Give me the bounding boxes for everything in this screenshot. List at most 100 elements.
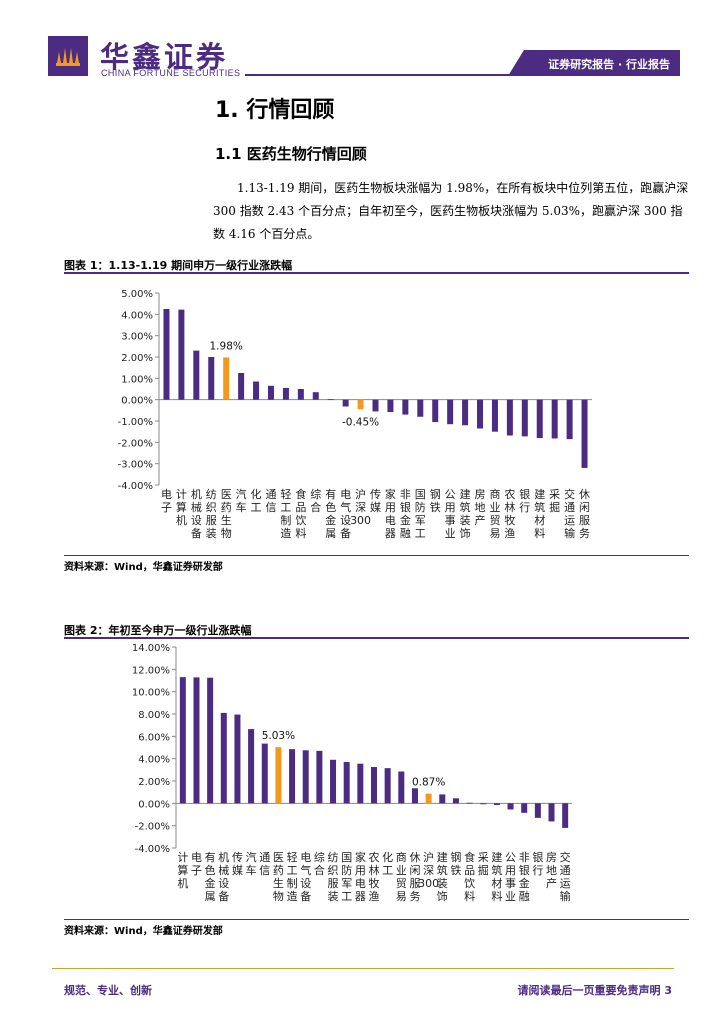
bar (493, 803, 500, 806)
bar (207, 677, 214, 804)
figure-1-top-rule (64, 272, 689, 274)
x-tick-label: 电气设备 (340, 488, 351, 540)
footer-slogan: 规范、专业、创新 (64, 984, 152, 997)
y-tick-label: 14.00% (132, 643, 170, 654)
y-tick-label: 3.00% (121, 332, 153, 343)
x-tick-label: 交通运输 (564, 487, 575, 540)
bar (566, 399, 573, 440)
bar (193, 350, 200, 400)
x-tick-label: 建筑材料 (534, 487, 545, 540)
x-tick-label: 计算机 (177, 851, 188, 890)
x-tick-label: 钢铁 (430, 488, 441, 514)
bar (357, 399, 364, 410)
figure-2-bottom-rule (64, 919, 689, 920)
y-tick-label: -3.00% (118, 460, 153, 471)
x-tick-label: 银行 (532, 850, 543, 877)
chart-2: 14.00% 12.00% 10.00% 8.00% 6.00% 4.00% 2.00% 0.… (132, 643, 572, 903)
brand-name-en: CHINA FORTUNE SECURITIES (101, 68, 241, 78)
bar (462, 399, 469, 426)
bar (534, 803, 541, 818)
report-type-label: 证券研究报告 · 行业报告 (548, 58, 670, 71)
x-tick-label: 建筑装饰 (460, 487, 471, 540)
bar (267, 385, 274, 400)
bar (521, 399, 528, 437)
y-tick-label: 6.00% (138, 732, 170, 743)
section-heading: 1. 行情回顾 (215, 98, 335, 123)
y-tick-label: -1.00% (118, 417, 153, 428)
y-tick-label: 2.00% (138, 777, 170, 788)
bar (253, 381, 260, 400)
y-tick-label: 1.00% (121, 374, 153, 385)
x-tick-label: 采掘 (478, 851, 489, 877)
bar (282, 387, 289, 400)
x-tick-label: 医药生物 (221, 488, 232, 540)
bar (425, 793, 432, 804)
x-tick-label: 采掘 (549, 488, 560, 514)
bar (238, 373, 245, 400)
bar (275, 747, 282, 804)
bar (411, 788, 418, 804)
figure-2-source: 资料来源：Wind，华鑫证券研发部 (64, 926, 223, 937)
bar (384, 768, 391, 804)
x-tick-label: 钢铁 (450, 851, 461, 877)
x-tick-label: 银行 (519, 487, 530, 514)
figure-1-source: 资料来源：Wind，华鑫证券研发部 (64, 562, 223, 573)
bar (477, 399, 484, 429)
y-tick-label: -2.00% (118, 438, 153, 449)
bar (179, 677, 186, 804)
y-tick-label: 4.00% (121, 310, 153, 321)
x-tick-label: 房地产 (546, 851, 557, 890)
bar (312, 392, 319, 400)
figure-1-title: 图表 1：1.13-1.19 期间申万一级行业涨跌幅 (64, 259, 293, 272)
subsection-heading: 1.1 医药生物行情回顾 (215, 145, 367, 163)
x-tick-label: 化工 (382, 850, 393, 877)
data-label: -0.45% (342, 416, 379, 428)
bar (234, 714, 241, 804)
y-tick-label: 0.00% (138, 799, 170, 810)
x-tick-label: 通信 (265, 488, 276, 514)
bar (387, 399, 394, 413)
bar (178, 309, 185, 400)
x-tick-label: 休闲服务 (409, 851, 420, 903)
bar (193, 677, 200, 804)
header-divider (245, 74, 675, 76)
y-tick-label: 12.00% (132, 665, 170, 676)
x-tick-label: 交通运输 (560, 850, 571, 903)
x-tick-label: 计算机 (176, 488, 187, 527)
bar (330, 759, 337, 804)
x-tick-label: 国防军工 (341, 851, 352, 903)
x-tick-label: 建筑材料 (491, 850, 502, 903)
x-tick-label: 商业贸易 (489, 487, 500, 540)
bar (357, 763, 364, 804)
x-tick-label: 沪深 300 (418, 850, 439, 890)
bar (248, 729, 255, 804)
x-tick-label: 传媒 (370, 488, 381, 514)
bar (506, 399, 513, 436)
footer-divider (52, 968, 674, 969)
x-tick-label: 综合 (314, 850, 325, 877)
y-tick-label: 4.00% (138, 755, 170, 766)
bar (316, 750, 323, 804)
bar (289, 749, 296, 804)
bar (372, 399, 379, 412)
summary-paragraph: 1.13-1.19 期间，医药生物板块涨幅为 1.98%，在所有板块中位列第五位… (213, 181, 689, 241)
brand-name-cn: 华鑫证券 (100, 40, 229, 74)
bar (402, 399, 409, 415)
bar (548, 803, 555, 822)
x-tick-label: 公用事业 (505, 851, 516, 903)
bar (507, 803, 514, 810)
bar (302, 750, 309, 804)
figure-2-title: 图表 2：年初至今申万一级行业涨跌幅 (64, 624, 252, 637)
y-tick-label: -4.00% (118, 481, 153, 492)
x-tick-label: 有色金属 (205, 850, 216, 903)
data-label: 0.87% (412, 777, 445, 789)
x-tick-label: 休闲服务 (579, 488, 590, 540)
bar (480, 803, 487, 805)
bar (452, 798, 459, 804)
y-tick-label: -2.00% (135, 822, 170, 833)
x-tick-label: 纺织服装 (328, 850, 339, 903)
footer-disclaimer: 请阅读最后一页重要免责声明 3 (517, 984, 672, 997)
x-tick-label: 汽车 (236, 487, 247, 514)
bar (297, 389, 304, 400)
figure-1-bottom-rule (64, 555, 689, 556)
